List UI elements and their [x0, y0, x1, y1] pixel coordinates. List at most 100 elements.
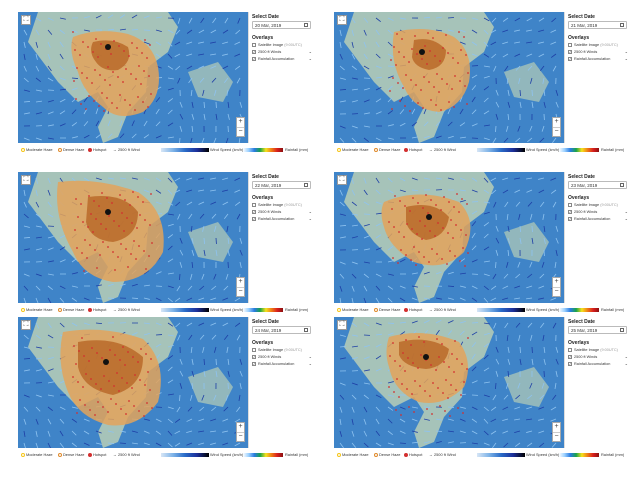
chevron-down-icon[interactable]: ⌄: [308, 361, 312, 366]
winds-checkbox[interactable]: ✓: [568, 50, 572, 54]
wind-arrow: [411, 189, 419, 191]
calendar-icon[interactable]: [620, 328, 624, 332]
overlay-satellite[interactable]: Satellite Image (9:00UTC): [568, 202, 629, 208]
zoom-in-icon[interactable]: +: [554, 423, 559, 430]
wind-arrow: [23, 406, 29, 412]
zoom-out-icon[interactable]: −: [553, 127, 560, 135]
satellite-checkbox[interactable]: [568, 43, 572, 47]
hotspot: [401, 383, 403, 385]
zoom-in-icon[interactable]: +: [238, 118, 243, 125]
rainfall-checkbox[interactable]: ✓: [568, 57, 572, 61]
zoom-control[interactable]: + −: [236, 117, 245, 137]
date-picker[interactable]: 25 Mar, 2019: [568, 326, 627, 334]
zoom-control[interactable]: + −: [236, 422, 245, 442]
overlay-winds[interactable]: ✓ 2500 ft Winds ⌄: [568, 354, 629, 360]
zoom-out-icon[interactable]: −: [553, 287, 560, 295]
zoom-out-icon[interactable]: −: [237, 287, 244, 295]
chevron-down-icon[interactable]: ⌄: [308, 216, 312, 221]
chevron-down-icon[interactable]: ⌄: [624, 56, 628, 61]
zoom-in-icon[interactable]: +: [238, 423, 243, 430]
zoom-out-icon[interactable]: −: [237, 127, 244, 135]
wind-arrow: [339, 418, 342, 425]
haze-map[interactable]: ⛶ + −: [334, 172, 564, 303]
haze-map[interactable]: ⛶ + −: [334, 317, 564, 448]
chevron-down-icon[interactable]: ⌄: [308, 209, 312, 214]
zoom-out-icon[interactable]: −: [553, 432, 560, 440]
date-picker[interactable]: 21 Mar, 2019: [568, 21, 627, 29]
overlay-rainfall[interactable]: ✓ Rainfall Accumulation ⌄: [252, 216, 313, 222]
fullscreen-icon[interactable]: ⛶: [337, 15, 347, 25]
zoom-control[interactable]: + −: [552, 277, 561, 297]
winds-checkbox[interactable]: ✓: [252, 50, 256, 54]
chevron-down-icon[interactable]: ⌄: [308, 354, 312, 359]
chevron-down-icon[interactable]: ⌄: [624, 354, 628, 359]
hotspot: [427, 212, 429, 214]
date-picker[interactable]: 20 Mar, 2019: [252, 21, 311, 29]
date-picker[interactable]: 24 Mar, 2019: [252, 326, 311, 334]
chevron-down-icon[interactable]: ⌄: [624, 49, 628, 54]
calendar-icon[interactable]: [620, 183, 624, 187]
winds-checkbox[interactable]: ✓: [252, 355, 256, 359]
calendar-icon[interactable]: [304, 328, 308, 332]
rainfall-checkbox[interactable]: ✓: [252, 57, 256, 61]
fullscreen-icon[interactable]: ⛶: [337, 320, 347, 330]
fullscreen-icon[interactable]: ⛶: [21, 320, 31, 330]
zoom-control[interactable]: + −: [552, 422, 561, 442]
haze-map[interactable]: ⛶ + −: [18, 172, 248, 303]
wind-arrow: [143, 418, 150, 421]
satellite-checkbox[interactable]: [568, 203, 572, 207]
haze-map[interactable]: ⛶ + −: [18, 317, 248, 448]
overlay-winds[interactable]: ✓ 2500 ft Winds ⌄: [568, 209, 629, 215]
satellite-checkbox[interactable]: [252, 203, 256, 207]
chevron-down-icon[interactable]: ⌄: [624, 216, 628, 221]
rainfall-checkbox[interactable]: ✓: [568, 362, 572, 366]
overlay-rainfall[interactable]: ✓ Rainfall Accumulation ⌄: [568, 216, 629, 222]
chevron-down-icon[interactable]: ⌄: [308, 49, 312, 54]
fullscreen-icon[interactable]: ⛶: [21, 15, 31, 25]
wind-arrow: [519, 358, 522, 365]
haze-map[interactable]: ⛶ + −: [334, 12, 564, 143]
zoom-in-icon[interactable]: +: [554, 118, 559, 125]
overlay-satellite[interactable]: Satellite Image (9:00UTC): [252, 42, 313, 48]
overlay-rainfall[interactable]: ✓ Rainfall Accumulation ⌄: [252, 56, 313, 62]
rainfall-checkbox[interactable]: ✓: [252, 217, 256, 221]
satellite-checkbox[interactable]: [252, 348, 256, 352]
satellite-checkbox[interactable]: [568, 348, 572, 352]
chevron-down-icon[interactable]: ⌄: [624, 361, 628, 366]
wind-arrow: [95, 442, 102, 445]
winds-checkbox[interactable]: ✓: [252, 210, 256, 214]
overlay-satellite[interactable]: Satellite Image (9:00UTC): [568, 42, 629, 48]
zoom-out-icon[interactable]: −: [237, 432, 244, 440]
satellite-checkbox[interactable]: [252, 43, 256, 47]
wind-arrow: [119, 177, 126, 180]
overlay-rainfall[interactable]: ✓ Rainfall Accumulation ⌄: [252, 361, 313, 367]
zoom-control[interactable]: + −: [552, 117, 561, 137]
zoom-in-icon[interactable]: +: [554, 278, 559, 285]
overlay-winds[interactable]: ✓ 2500 ft Winds ⌄: [252, 354, 313, 360]
calendar-icon[interactable]: [620, 23, 624, 27]
zoom-control[interactable]: + −: [236, 277, 245, 297]
winds-checkbox[interactable]: ✓: [568, 355, 572, 359]
date-picker[interactable]: 22 Mar, 2019: [252, 181, 311, 189]
overlay-satellite[interactable]: Satellite Image (9:00UTC): [252, 347, 313, 353]
winds-checkbox[interactable]: ✓: [568, 210, 572, 214]
overlay-winds[interactable]: ✓ 2500 ft Winds ⌄: [252, 49, 313, 55]
overlay-rainfall[interactable]: ✓ Rainfall Accumulation ⌄: [568, 56, 629, 62]
chevron-down-icon[interactable]: ⌄: [308, 56, 312, 61]
calendar-icon[interactable]: [304, 183, 308, 187]
overlay-satellite[interactable]: Satellite Image (9:00UTC): [568, 347, 629, 353]
date-picker[interactable]: 23 Mar, 2019: [568, 181, 627, 189]
zoom-in-icon[interactable]: +: [238, 278, 243, 285]
fullscreen-icon[interactable]: ⛶: [21, 175, 31, 185]
overlay-winds[interactable]: ✓ 2500 ft Winds ⌄: [252, 209, 313, 215]
overlay-rainfall[interactable]: ✓ Rainfall Accumulation ⌄: [568, 361, 629, 367]
calendar-icon[interactable]: [304, 23, 308, 27]
fullscreen-icon[interactable]: ⛶: [337, 175, 347, 185]
wind-arrow: [538, 53, 545, 58]
rainfall-checkbox[interactable]: ✓: [252, 362, 256, 366]
rainfall-checkbox[interactable]: ✓: [568, 217, 572, 221]
overlay-satellite[interactable]: Satellite Image (9:00UTC): [252, 202, 313, 208]
haze-map[interactable]: ⛶ + −: [18, 12, 248, 143]
overlay-winds[interactable]: ✓ 2500 ft Winds ⌄: [568, 49, 629, 55]
chevron-down-icon[interactable]: ⌄: [624, 209, 628, 214]
